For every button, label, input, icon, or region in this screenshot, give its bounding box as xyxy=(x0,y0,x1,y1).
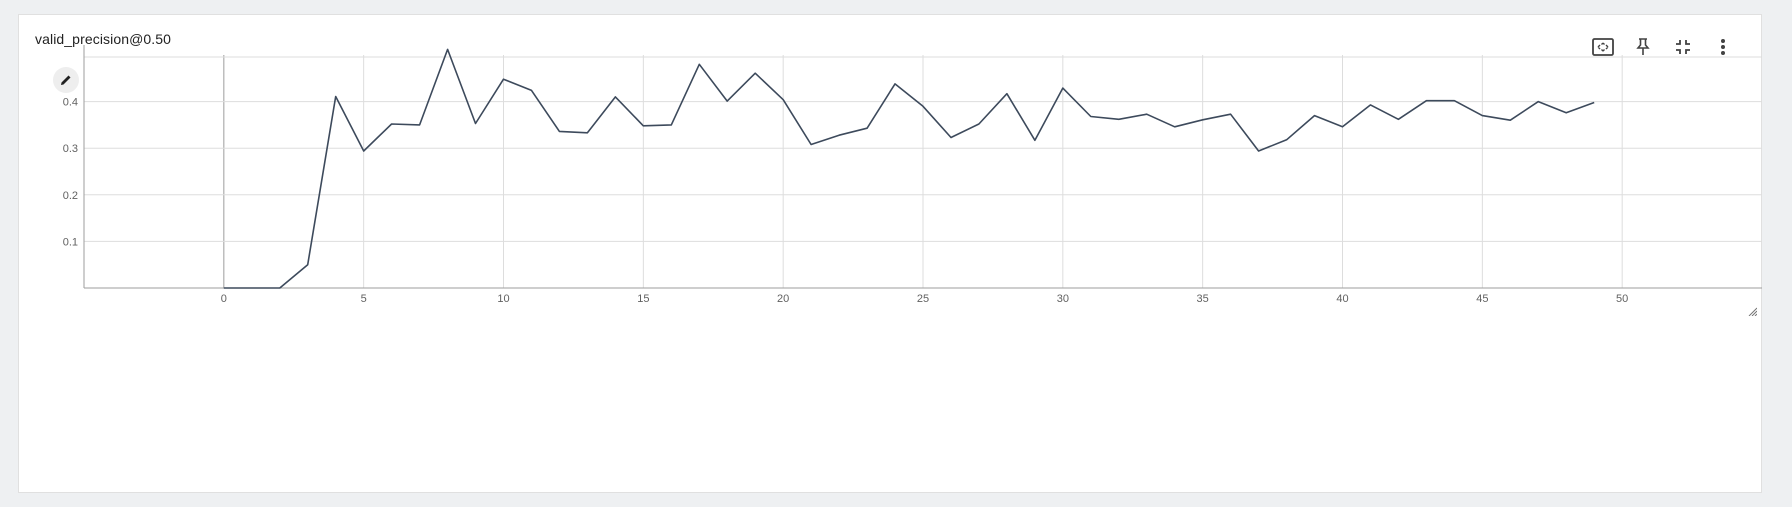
edit-axis-button[interactable] xyxy=(53,67,79,93)
pin-icon xyxy=(1636,38,1650,55)
fit-to-data-icon xyxy=(1592,38,1614,56)
resize-handle-icon[interactable] xyxy=(1747,306,1757,316)
more-options-button[interactable] xyxy=(1703,31,1743,63)
line-chart[interactable]: 0 5 10 15 20 25 30 35 40 45 50 0.1 0.2 0.3 0.4 xyxy=(19,15,1763,315)
x-tick-label: 35 xyxy=(1197,293,1209,305)
chart-card: valid_precision@0.50 xyxy=(18,14,1762,493)
collapse-icon xyxy=(1676,40,1690,54)
y-tick-label: 0.2 xyxy=(63,190,78,202)
pin-button[interactable] xyxy=(1623,31,1663,63)
x-tick-label: 5 xyxy=(361,293,367,305)
x-tick-label: 10 xyxy=(497,293,509,305)
x-tick-label: 30 xyxy=(1057,293,1069,305)
y-tick-label: 0.4 xyxy=(63,97,78,109)
x-tick-label: 15 xyxy=(637,293,649,305)
more-vert-icon xyxy=(1721,39,1725,55)
x-tick-label: 40 xyxy=(1336,293,1348,305)
card-title: valid_precision@0.50 xyxy=(35,31,172,47)
x-tick-label: 20 xyxy=(777,293,789,305)
x-tick-label: 0 xyxy=(221,293,227,305)
card-toolbar xyxy=(1583,31,1743,63)
fit-to-data-button[interactable] xyxy=(1583,31,1623,63)
y-tick-label: 0.3 xyxy=(63,143,78,155)
x-tick-label: 25 xyxy=(917,293,929,305)
collapse-button[interactable] xyxy=(1663,31,1703,63)
x-tick-label: 50 xyxy=(1616,293,1628,305)
series-line xyxy=(223,48,1595,289)
y-tick-label: 0.1 xyxy=(63,236,78,248)
x-tick-label: 45 xyxy=(1476,293,1488,305)
pencil-icon xyxy=(61,75,71,85)
